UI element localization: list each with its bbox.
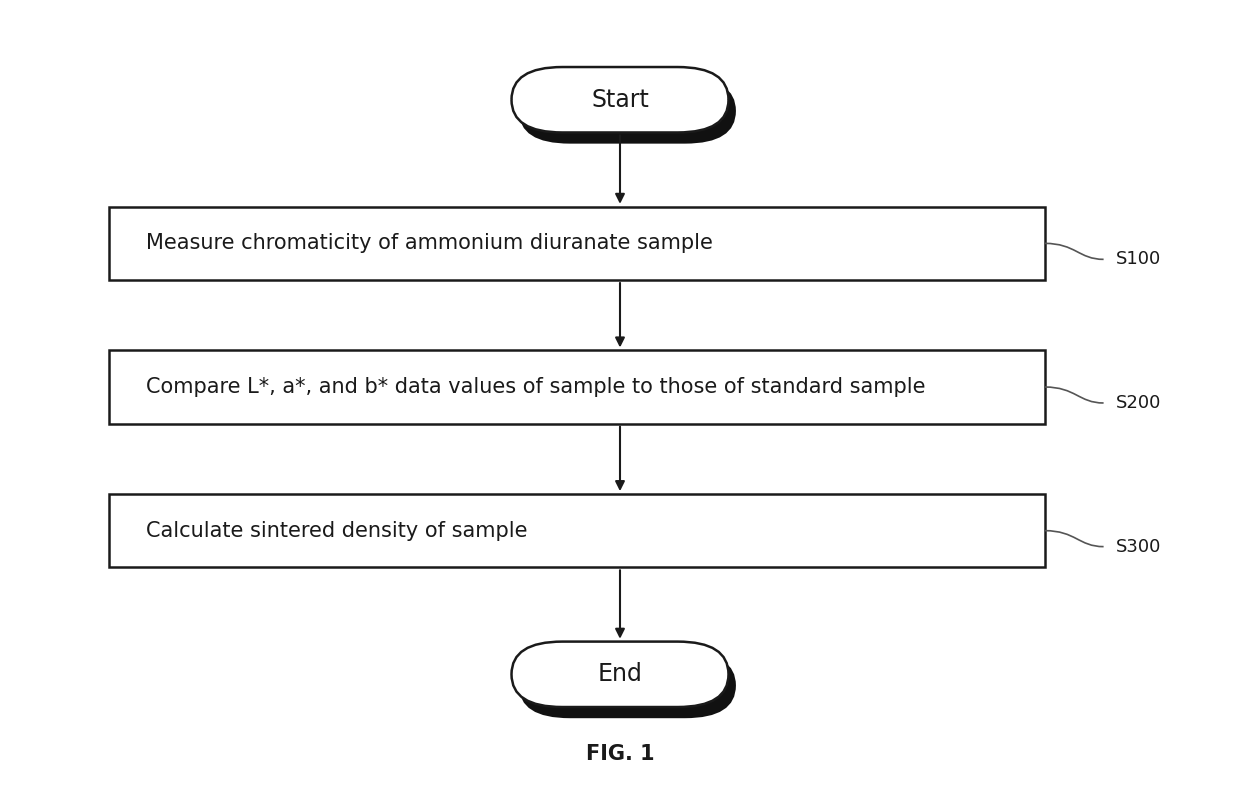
Text: Compare L*, a*, and b* data values of sample to those of standard sample: Compare L*, a*, and b* data values of sa… xyxy=(146,377,925,397)
FancyBboxPatch shape xyxy=(518,78,735,144)
Text: Measure chromaticity of ammonium diuranate sample: Measure chromaticity of ammonium diurana… xyxy=(146,233,713,254)
Text: S300: S300 xyxy=(1116,538,1162,555)
Text: S200: S200 xyxy=(1116,394,1162,412)
Text: S100: S100 xyxy=(1116,251,1161,268)
Text: Start: Start xyxy=(591,88,649,112)
FancyBboxPatch shape xyxy=(109,350,1044,424)
Text: End: End xyxy=(598,662,642,686)
FancyBboxPatch shape xyxy=(109,494,1044,567)
FancyBboxPatch shape xyxy=(109,207,1044,280)
FancyBboxPatch shape xyxy=(518,653,735,718)
Text: Calculate sintered density of sample: Calculate sintered density of sample xyxy=(146,520,527,541)
Text: FIG. 1: FIG. 1 xyxy=(585,744,655,764)
FancyBboxPatch shape xyxy=(511,642,728,707)
FancyBboxPatch shape xyxy=(511,67,728,132)
